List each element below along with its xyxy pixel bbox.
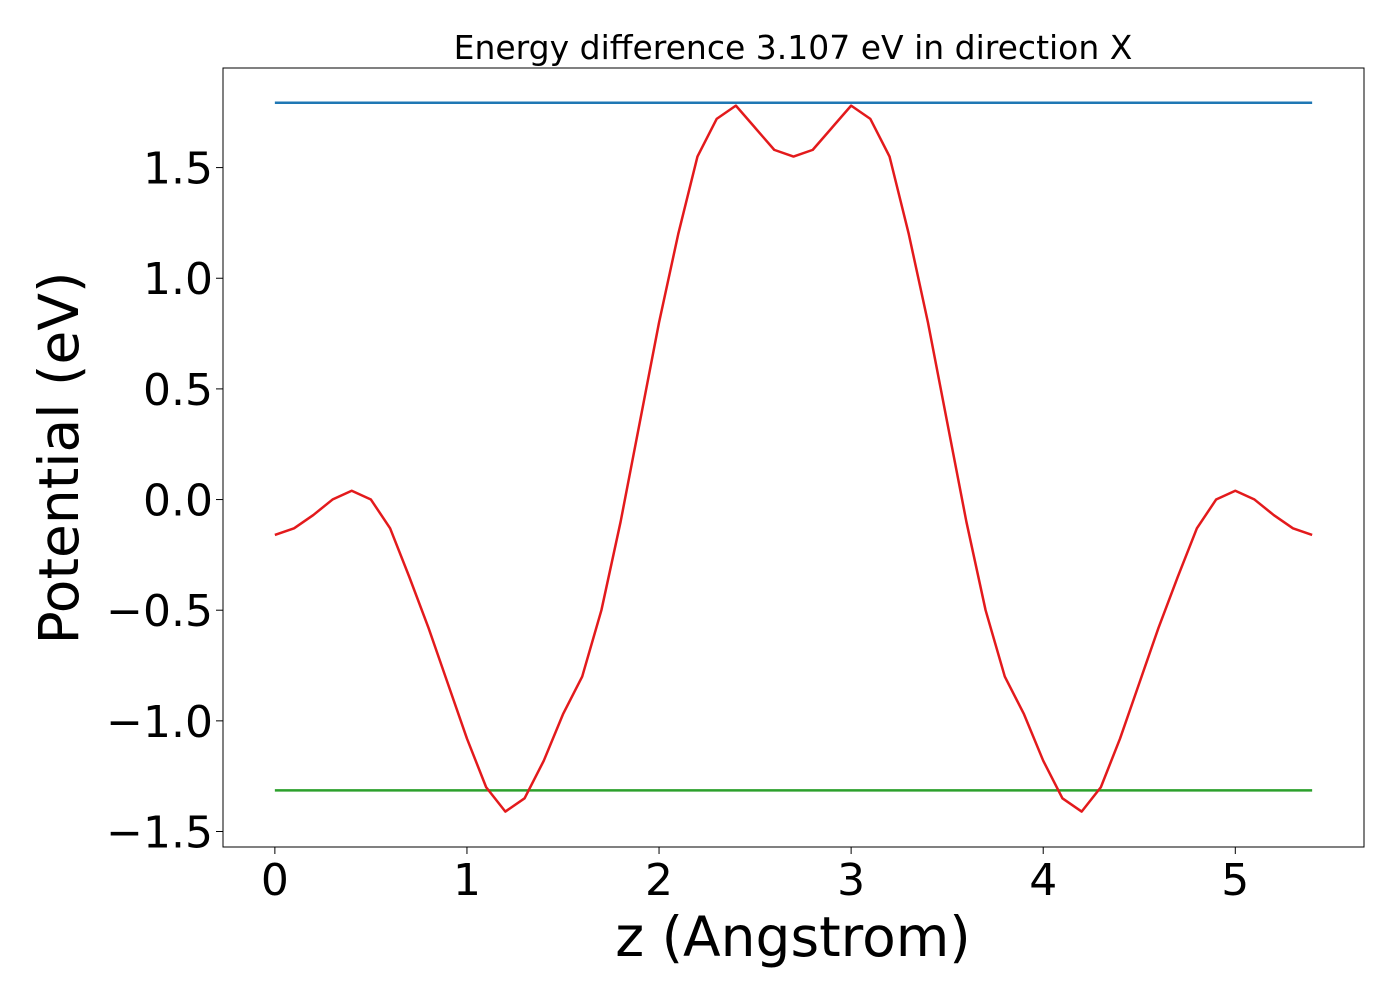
chart-title: Energy difference 3.107 eV in direction … [454,28,1133,67]
y-tick-label: −1.5 [106,808,213,859]
x-tick-label: 5 [1221,855,1249,906]
x-tick-label: 4 [1029,855,1057,906]
data-line [274,104,1313,813]
plot-frame [222,67,1365,848]
y-tick-label: 0.0 [143,476,213,527]
y-tick-label: −0.5 [106,586,213,637]
y-tick-label: 1.5 [143,144,213,195]
x-tick-label: 3 [837,855,865,906]
y-tick-label: 1.0 [143,254,213,305]
x-tick-label: 0 [261,855,289,906]
x-axis-label: z (Angstrom) [615,905,971,969]
y-tick-label: −1.0 [106,697,213,748]
x-tick-label: 1 [453,855,481,906]
y-axis-label: Potential (eV) [27,272,91,645]
x-tick-label: 2 [645,855,673,906]
y-tick-label: 0.5 [143,365,213,416]
